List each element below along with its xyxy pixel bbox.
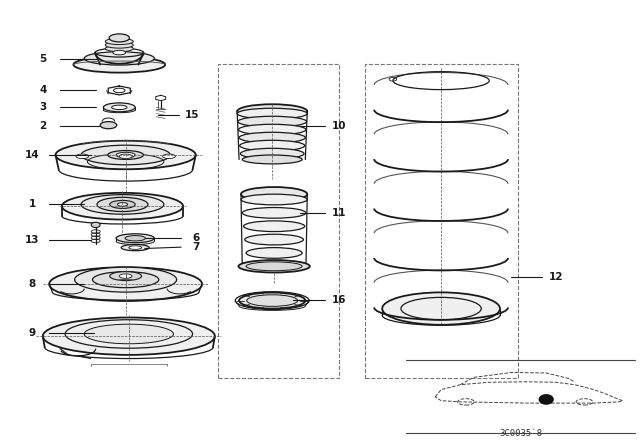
Ellipse shape	[108, 151, 143, 159]
Ellipse shape	[243, 155, 302, 164]
Ellipse shape	[241, 148, 304, 159]
Ellipse shape	[93, 271, 159, 288]
Ellipse shape	[241, 194, 307, 205]
Ellipse shape	[100, 121, 116, 129]
Ellipse shape	[241, 187, 307, 201]
Ellipse shape	[116, 152, 135, 158]
Ellipse shape	[105, 42, 133, 48]
Ellipse shape	[240, 140, 305, 151]
Ellipse shape	[237, 108, 307, 119]
Ellipse shape	[239, 132, 305, 143]
Text: 2: 2	[39, 121, 47, 131]
Ellipse shape	[125, 236, 145, 241]
Text: 14: 14	[25, 150, 39, 160]
Text: 1: 1	[28, 199, 36, 209]
Ellipse shape	[74, 56, 165, 73]
Ellipse shape	[97, 197, 148, 211]
Text: 15: 15	[186, 110, 200, 120]
Ellipse shape	[109, 271, 141, 280]
Ellipse shape	[49, 267, 202, 301]
Text: 5: 5	[39, 54, 47, 64]
Ellipse shape	[103, 103, 135, 112]
Ellipse shape	[246, 262, 302, 271]
Ellipse shape	[56, 141, 196, 169]
Ellipse shape	[243, 207, 306, 218]
Ellipse shape	[76, 154, 89, 159]
Ellipse shape	[92, 222, 100, 228]
Ellipse shape	[121, 245, 149, 251]
Ellipse shape	[105, 39, 133, 44]
Ellipse shape	[81, 145, 170, 165]
Text: 12: 12	[548, 272, 563, 282]
Text: 9: 9	[28, 328, 36, 338]
Ellipse shape	[244, 221, 305, 232]
Ellipse shape	[117, 202, 127, 206]
Ellipse shape	[245, 234, 303, 245]
Text: 10: 10	[332, 121, 346, 131]
Ellipse shape	[239, 124, 306, 135]
Text: 16: 16	[332, 295, 346, 305]
Ellipse shape	[116, 234, 154, 243]
Ellipse shape	[237, 104, 307, 118]
Ellipse shape	[43, 318, 215, 355]
Ellipse shape	[239, 293, 305, 309]
Ellipse shape	[113, 50, 125, 55]
Ellipse shape	[246, 248, 302, 258]
Ellipse shape	[119, 274, 132, 278]
Ellipse shape	[109, 200, 135, 208]
Ellipse shape	[163, 154, 175, 159]
Ellipse shape	[81, 194, 164, 214]
Text: 4: 4	[39, 86, 47, 95]
Ellipse shape	[84, 324, 173, 344]
Circle shape	[539, 394, 554, 405]
Ellipse shape	[62, 193, 183, 220]
Ellipse shape	[238, 116, 307, 127]
Text: 11: 11	[332, 208, 346, 218]
Ellipse shape	[105, 45, 133, 52]
Text: 13: 13	[25, 235, 39, 245]
Text: 7: 7	[192, 242, 200, 252]
Text: 8: 8	[28, 279, 36, 289]
Ellipse shape	[119, 154, 132, 159]
Ellipse shape	[382, 293, 500, 325]
Ellipse shape	[84, 52, 154, 65]
Text: 6: 6	[192, 233, 200, 243]
Ellipse shape	[246, 295, 298, 306]
Ellipse shape	[113, 88, 125, 93]
Ellipse shape	[109, 34, 129, 42]
Ellipse shape	[75, 267, 177, 292]
Text: 3: 3	[39, 102, 47, 112]
Text: 3C0035`8: 3C0035`8	[499, 429, 542, 438]
Ellipse shape	[111, 105, 127, 110]
Ellipse shape	[129, 246, 141, 250]
Ellipse shape	[239, 260, 310, 272]
